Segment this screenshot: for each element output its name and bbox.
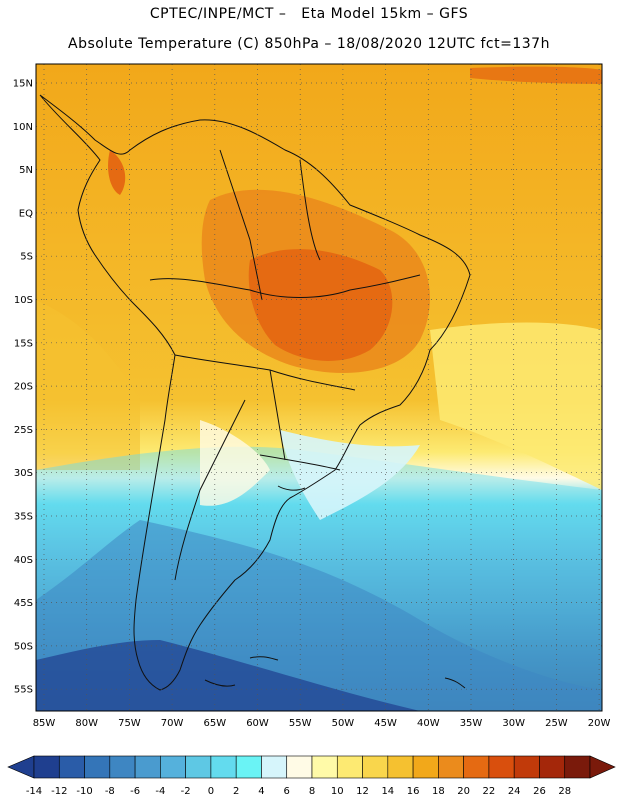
colorbar-swatch	[336, 755, 363, 779]
lat-label: 15S	[14, 338, 33, 349]
colorbar-low-arrow	[7, 755, 35, 779]
lat-label: 10N	[13, 122, 33, 133]
colorbar-tick-label: 2	[233, 786, 239, 797]
colorbar-swatch	[185, 755, 212, 779]
colorbar-high-arrow	[589, 755, 616, 779]
colorbar-tick-label: 12	[356, 786, 369, 797]
lat-label: 20S	[14, 382, 33, 393]
lat-label: 5S	[20, 252, 33, 263]
colorbar-tick-label: -6	[130, 786, 140, 797]
colorbar-tick-label: -8	[105, 786, 115, 797]
lon-label: 65W	[203, 718, 226, 729]
colorbar-swatch	[109, 755, 136, 779]
colorbar-tick-label: -14	[26, 786, 42, 797]
colorbar-swatch	[84, 755, 111, 779]
colorbar-tick-label: 0	[208, 786, 214, 797]
lon-label: 80W	[75, 718, 98, 729]
colorbar-tick-label: 6	[284, 786, 290, 797]
colorbar-swatch	[412, 755, 439, 779]
chart-title-line2: Absolute Temperature (C) 850hPa – 18/08/…	[68, 36, 550, 52]
lon-label: 85W	[33, 718, 56, 729]
lon-label: 40W	[417, 718, 440, 729]
lat-label: 25S	[14, 425, 33, 436]
lat-label: 35S	[14, 512, 33, 523]
lon-label: 20W	[588, 718, 611, 729]
colorbar-swatch	[513, 755, 540, 779]
colorbar-tick-label: 18	[432, 786, 445, 797]
lon-label: 75W	[118, 718, 141, 729]
chart-title-line1: CPTEC/INPE/MCT – Eta Model 15km – GFS	[149, 6, 469, 22]
colorbar-tick-label: 8	[309, 786, 315, 797]
temperature-field	[36, 64, 602, 711]
latitude-labels: 15N 10N 5N EQ 5S 10S 15S 20S 25S 30S 35S 40S 45S 50S 5…	[13, 79, 33, 696]
continent-outline	[39, 94, 471, 691]
lat-label: 10S	[14, 295, 33, 306]
colorbar-swatch	[286, 755, 313, 779]
lat-label: 15N	[13, 79, 33, 90]
colorbar-tick-label: -12	[51, 786, 67, 797]
colorbar-tick-label: 26	[533, 786, 546, 797]
colorbar-swatch	[463, 755, 490, 779]
colorbar-swatch	[488, 755, 515, 779]
colorbar-swatch	[311, 755, 338, 779]
lon-label: 45W	[374, 718, 397, 729]
lat-label: 50S	[14, 641, 33, 652]
lon-label: 35W	[460, 718, 483, 729]
plot-frame	[35, 63, 603, 712]
colorbar-tick-label: 20	[457, 786, 470, 797]
colorbar-swatch	[387, 755, 414, 779]
colorbar-swatch	[539, 755, 566, 779]
lon-label: 70W	[161, 718, 184, 729]
lon-label: 25W	[545, 718, 568, 729]
colorbar-swatch	[134, 755, 161, 779]
colorbar-tick-label: 10	[331, 786, 344, 797]
colorbar-tick-label: -4	[155, 786, 165, 797]
colorbar-tick-label: 24	[508, 786, 521, 797]
colorbar	[7, 755, 616, 779]
colorbar-swatch	[564, 755, 591, 779]
colorbar-tick-label: 28	[558, 786, 571, 797]
lat-label: 5N	[19, 165, 33, 176]
longitude-labels: 85W 80W 75W 70W 65W 60W 55W 50W 45W 40W 35W 30W 25W 2…	[33, 718, 611, 729]
lat-label: EQ	[19, 208, 33, 219]
lat-label: 30S	[14, 468, 33, 479]
colorbar-labels: -14 -12 -10 -8 -6 -4 -2 0 2 4 6 8 10 12 14 16 18 20 22 24 26…	[26, 786, 571, 797]
colorbar-tick-label: 16	[407, 786, 420, 797]
lon-label: 50W	[332, 718, 355, 729]
colorbar-tick-label: 22	[483, 786, 496, 797]
colorbar-swatch	[33, 755, 60, 779]
lat-label: 55S	[14, 685, 33, 696]
colorbar-tick-label: 4	[258, 786, 264, 797]
colorbar-swatch	[160, 755, 186, 779]
lon-label: 30W	[502, 718, 525, 729]
lon-label: 60W	[246, 718, 269, 729]
colorbar-swatch	[58, 755, 85, 779]
colorbar-swatch	[362, 755, 389, 779]
lat-label: 40S	[14, 555, 33, 566]
colorbar-swatch	[235, 755, 262, 779]
colorbar-tick-label: -10	[76, 786, 92, 797]
colorbar-tick-label: -2	[181, 786, 191, 797]
colorbar-swatch	[210, 755, 237, 779]
lat-label: 45S	[14, 598, 33, 609]
lon-label: 55W	[289, 718, 312, 729]
colorbar-tick-label: 14	[381, 786, 394, 797]
colorbar-swatch	[261, 755, 288, 779]
colorbar-swatch	[438, 755, 464, 779]
